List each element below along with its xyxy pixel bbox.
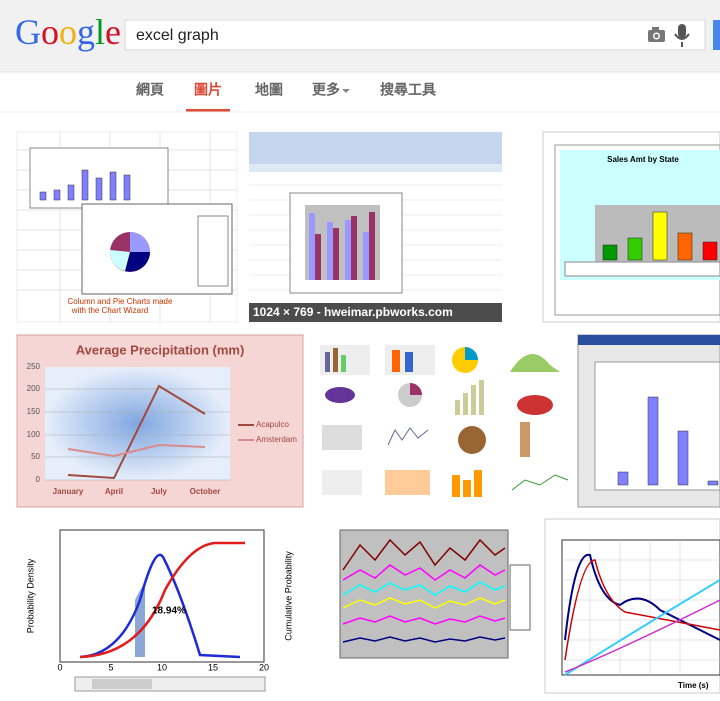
search-button[interactable] xyxy=(713,20,720,50)
tab[interactable]: 網頁 xyxy=(136,82,164,98)
axis-label: 250 xyxy=(27,362,41,371)
overlay-bar xyxy=(249,303,502,322)
logo[interactable]: Google xyxy=(15,12,121,52)
axis-label: 100 xyxy=(27,430,41,439)
axis-label: October xyxy=(190,487,221,496)
legend-label: Amsterdam xyxy=(256,435,297,444)
legend-label: Acapulco xyxy=(256,420,289,429)
result-thumbnail[interactable] xyxy=(577,334,720,508)
tab-underline xyxy=(186,109,230,112)
axis-label: January xyxy=(53,487,84,496)
logo-letter: o xyxy=(59,12,77,52)
tab-active[interactable]: 圖片 xyxy=(194,82,222,98)
logo-letter: G xyxy=(15,12,41,52)
axis-title: Probability Density xyxy=(25,558,35,633)
result-thumbnail[interactable]: Time (s) xyxy=(544,518,720,694)
result-thumbnail[interactable]: 18.94% 0 5 10 15 20 Probability Density … xyxy=(17,519,298,693)
search-box[interactable] xyxy=(124,19,706,51)
search-query[interactable]: excel graph xyxy=(136,27,219,44)
thumbnail-caption: with the Chart Wizard xyxy=(71,306,148,315)
tab[interactable]: 更多 xyxy=(312,82,340,98)
image-info: 1024 × 769 - hweimar.pbworks.com xyxy=(253,305,453,319)
axis-label: 20 xyxy=(259,662,269,672)
axis-label: 0 xyxy=(36,475,41,484)
result-thumbnail[interactable] xyxy=(314,519,532,693)
result-thumbnail[interactable]: Average Precipitation (mm) 0 50 100 150 … xyxy=(16,334,304,508)
tab[interactable]: 搜尋工具 xyxy=(380,82,436,98)
result-thumbnail[interactable]: Column and Pie Charts made with the Char… xyxy=(16,131,238,323)
thumbnail-caption: Column and Pie Charts made xyxy=(68,297,173,306)
axis-label: 150 xyxy=(27,407,41,416)
axis-label: 5 xyxy=(108,662,113,672)
logo-letter: e xyxy=(105,12,121,52)
mic-icon[interactable] xyxy=(674,24,690,47)
axis-title: Cumulative Probability xyxy=(283,551,293,641)
chart-title: Sales Amt by State xyxy=(607,155,679,164)
axis-label: 10 xyxy=(157,662,167,672)
result-thumbnail[interactable] xyxy=(444,335,572,507)
tab[interactable]: 地圖 xyxy=(255,82,283,98)
axis-label: April xyxy=(105,487,123,496)
logo-letter: l xyxy=(95,12,105,52)
camera-icon[interactable] xyxy=(648,27,665,42)
axis-label: 50 xyxy=(31,452,40,461)
result-thumbnail[interactable]: Sales Amt by State xyxy=(542,131,720,323)
result-thumbnail[interactable]: 1024 × 769 - hweimar.pbworks.com xyxy=(249,132,502,322)
result-thumbnail[interactable] xyxy=(316,335,442,507)
axis-label: 0 xyxy=(57,662,62,672)
annotation: 18.94% xyxy=(152,606,186,617)
dropdown-arrow xyxy=(342,89,350,93)
axis-title: Time (s) xyxy=(678,681,709,690)
chart-title: Average Precipitation (mm) xyxy=(76,342,245,357)
axis-label: 15 xyxy=(208,662,218,672)
axis-label: July xyxy=(151,487,168,496)
logo-letter: g xyxy=(77,12,95,52)
logo-letter: o xyxy=(41,12,59,52)
axis-label: 200 xyxy=(27,384,41,393)
